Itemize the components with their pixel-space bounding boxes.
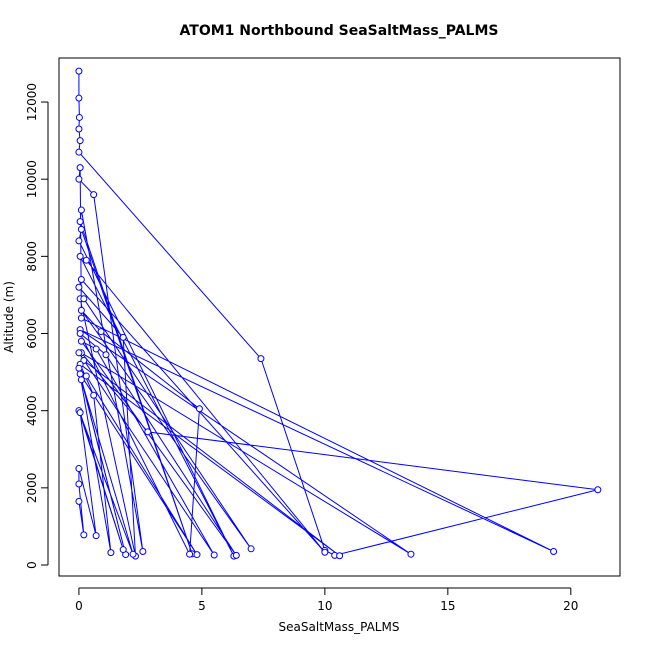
x-axis-label: SeaSaltMass_PALMS — [279, 620, 400, 634]
data-point — [77, 306, 85, 314]
data-point — [129, 550, 137, 558]
data-point — [119, 333, 127, 341]
data-point — [76, 218, 84, 226]
x-tick-label: 0 — [75, 599, 83, 613]
data-point — [92, 532, 100, 540]
data-point — [76, 370, 84, 378]
data-point — [75, 349, 83, 357]
data-point — [76, 330, 84, 338]
data-point — [76, 137, 84, 145]
data-point — [75, 67, 83, 75]
data-point — [97, 328, 105, 336]
data-point — [119, 546, 127, 554]
x-tick-label: 10 — [317, 599, 332, 613]
data-point — [75, 497, 83, 505]
y-tick-label: 10000 — [25, 160, 39, 198]
y-tick-label: 6000 — [25, 318, 39, 349]
x-tick-label: 20 — [563, 599, 578, 613]
y-tick-label: 4000 — [25, 395, 39, 426]
data-point — [193, 551, 201, 559]
y-tick-label: 0 — [25, 561, 39, 569]
data-point — [92, 345, 100, 353]
data-point — [107, 549, 115, 557]
data-point — [144, 428, 152, 436]
data-point — [77, 376, 85, 384]
data-point — [232, 551, 240, 559]
data-point — [80, 295, 88, 303]
x-tick-label: 5 — [198, 599, 206, 613]
y-tick-label: 2000 — [25, 473, 39, 504]
data-point — [77, 337, 85, 345]
data-point — [90, 191, 98, 199]
data-point — [139, 548, 147, 556]
data-point — [186, 550, 194, 558]
data-point — [75, 465, 83, 473]
data-point — [82, 372, 90, 380]
data-point — [594, 486, 602, 494]
chart-title: ATOM1 Northbound SeaSaltMass_PALMS — [180, 23, 499, 39]
data-point — [321, 548, 329, 556]
data-point — [257, 355, 265, 363]
data-point — [80, 531, 88, 539]
data-point — [75, 237, 83, 245]
data-point — [247, 545, 255, 553]
data-point — [82, 256, 90, 264]
data-point — [102, 351, 110, 359]
data-point — [77, 275, 85, 283]
data-point — [75, 94, 83, 102]
y-tick-label: 8000 — [25, 241, 39, 272]
data-point — [76, 409, 84, 417]
data-point — [75, 113, 83, 121]
data-point — [77, 314, 85, 322]
data-point — [407, 550, 415, 558]
plot-box — [58, 57, 621, 577]
data-point — [75, 148, 83, 156]
data-point — [77, 225, 85, 233]
y-tick-label: 12000 — [25, 83, 39, 121]
data-point — [336, 552, 344, 560]
data-point — [75, 175, 83, 183]
data-point — [76, 164, 84, 172]
data-point — [210, 551, 218, 559]
data-point — [77, 206, 85, 214]
data-point — [75, 283, 83, 291]
data-point — [550, 548, 558, 556]
data-point — [75, 125, 83, 133]
data-point — [75, 480, 83, 488]
data-point — [76, 252, 84, 260]
data-point — [75, 364, 83, 372]
x-tick-label: 15 — [440, 599, 455, 613]
y-axis-label: Altitude (m) — [2, 281, 16, 353]
data-point — [90, 391, 98, 399]
data-point — [195, 405, 203, 413]
